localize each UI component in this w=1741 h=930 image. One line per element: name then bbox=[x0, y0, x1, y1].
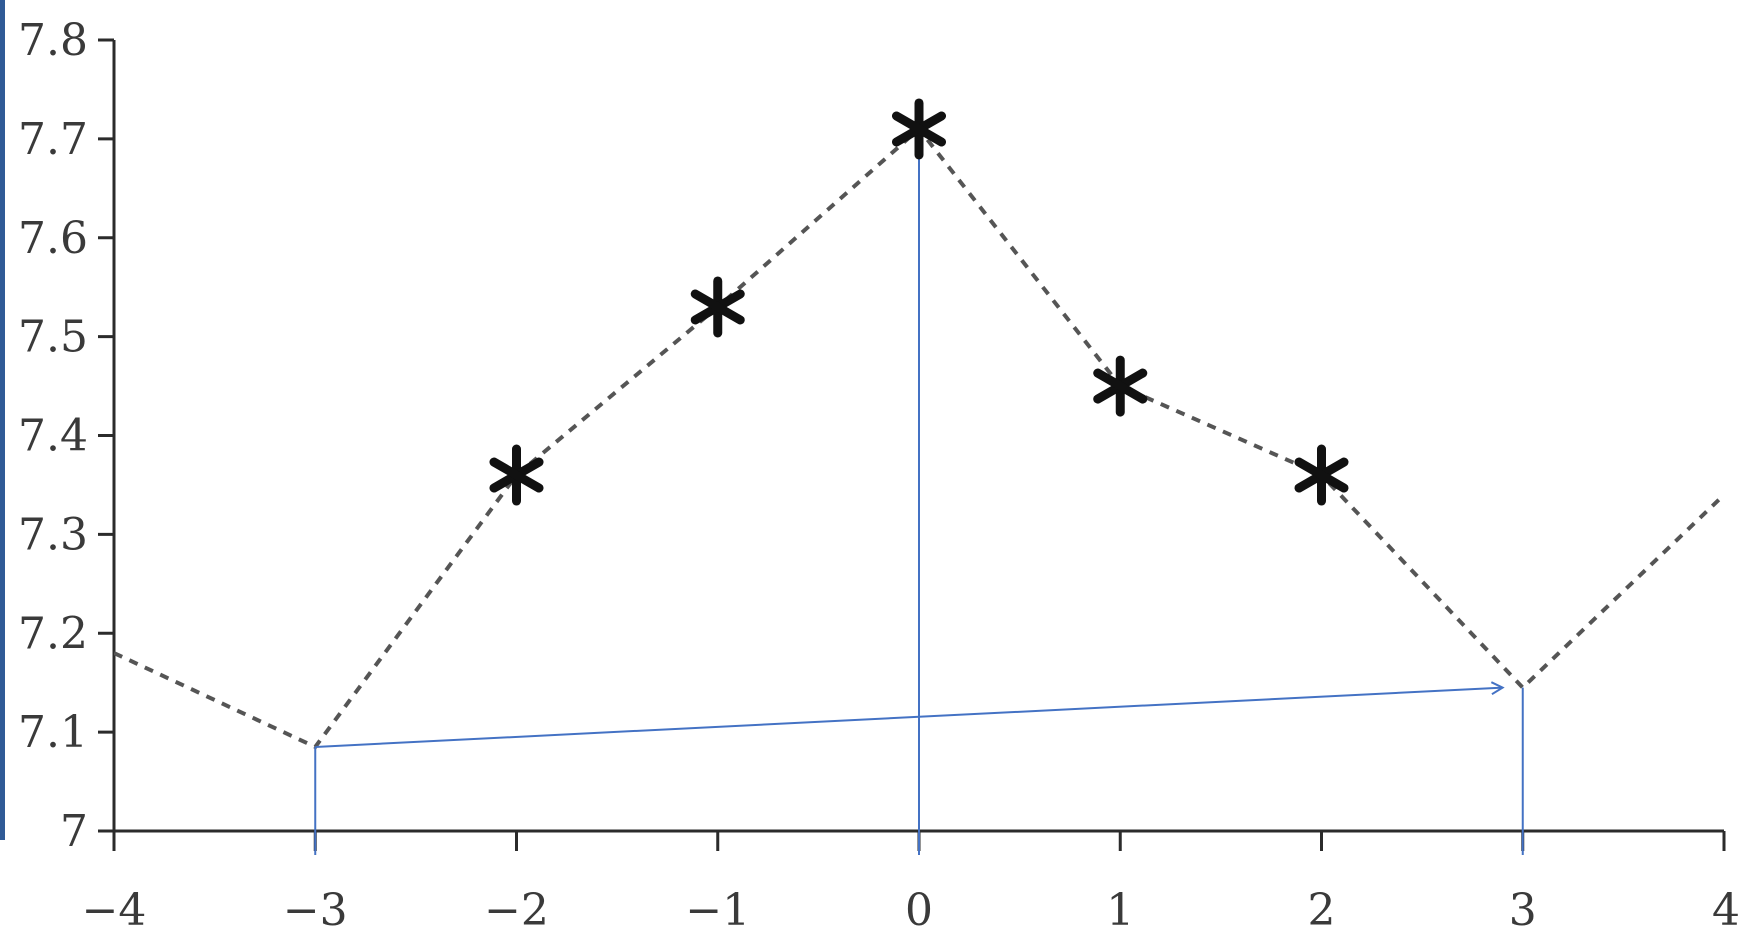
y-tick-label: 7.8 bbox=[18, 15, 88, 66]
annotation-arrow bbox=[315, 688, 1502, 748]
x-tick-label: −1 bbox=[685, 885, 750, 930]
x-axis-ticks: −4 −3 −2 −1 0 1 2 3 4 bbox=[82, 831, 1740, 930]
x-tick-label: 3 bbox=[1509, 885, 1537, 930]
y-tick-label: 7.5 bbox=[18, 312, 88, 363]
y-axis-ticks: 7 7.1 7.2 7.3 7.4 7.5 7.6 7.7 7.8 bbox=[18, 15, 114, 857]
y-tick-label: 7.2 bbox=[18, 608, 88, 659]
x-tick-label: −3 bbox=[283, 885, 348, 930]
slide-edge-bar bbox=[0, 0, 5, 840]
y-tick-label: 7.4 bbox=[18, 411, 88, 462]
x-tick-label: −4 bbox=[82, 885, 147, 930]
series-markers bbox=[489, 98, 1349, 506]
x-tick-label: −2 bbox=[484, 885, 549, 930]
y-tick-label: 7.1 bbox=[18, 707, 88, 758]
annotations bbox=[314, 128, 1524, 855]
asterisk-marker bbox=[1093, 355, 1148, 417]
x-tick-label: 2 bbox=[1308, 885, 1336, 930]
y-tick-label: 7.3 bbox=[18, 509, 88, 560]
y-tick-label: 7.7 bbox=[18, 114, 88, 165]
y-tick-label: 7.6 bbox=[18, 213, 88, 264]
x-tick-label: 4 bbox=[1712, 885, 1740, 930]
asterisk-marker bbox=[1294, 444, 1349, 506]
x-tick-label: 1 bbox=[1106, 885, 1134, 930]
y-tick-label: 7 bbox=[60, 806, 88, 857]
asterisk-marker bbox=[891, 98, 947, 160]
x-tick-label: 0 bbox=[905, 885, 933, 930]
asterisk-marker bbox=[690, 276, 745, 338]
asterisk-marker bbox=[489, 444, 544, 506]
